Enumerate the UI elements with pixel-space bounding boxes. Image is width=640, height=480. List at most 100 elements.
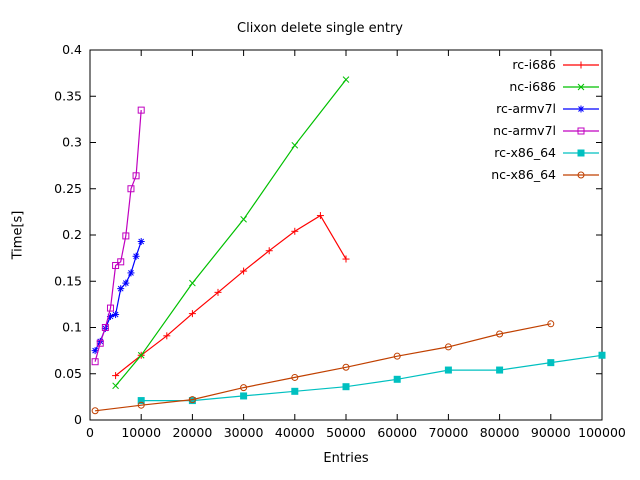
square-filled-marker [137,397,145,405]
cross-marker [291,141,299,149]
asterisk-marker [122,279,130,287]
legend-item: nc-x86_64 [491,167,599,182]
asterisk-marker [91,347,99,355]
y-tick-label: 0.35 [54,88,82,103]
y-tick-label: 0.4 [62,42,82,57]
square-filled-marker [240,392,248,400]
axis-ticks [89,49,603,421]
legend-label: rc-i686 [512,57,556,72]
series-line [141,354,603,402]
square-filled-marker [342,383,350,391]
circle-open-marker [291,373,299,381]
cross-marker [240,215,247,223]
square-filled-marker [577,149,585,157]
x-tick-label: 0 [86,425,94,440]
series-nc-armv7l [91,106,145,366]
x-tick-label: 30000 [224,425,264,440]
circle-open-marker [547,320,555,328]
square-filled-marker [598,351,606,359]
legend-item: rc-i686 [512,57,599,72]
square-open-marker [106,304,114,312]
asterisk-marker [132,252,140,260]
x-tick-label: 20000 [173,425,213,440]
plus-marker [342,255,350,263]
y-tick-label: 0.3 [62,135,82,150]
legend-label: nc-armv7l [493,123,556,138]
x-tick-label: 100000 [578,425,626,440]
square-open-marker [112,262,120,270]
plus-marker [316,212,324,220]
series-rc-i686 [112,212,350,380]
asterisk-marker [577,105,585,113]
y-tick-label: 0.1 [62,320,82,335]
circle-open-marker [240,384,248,392]
cross-marker [189,279,196,287]
legend-label: rc-x86_64 [494,145,556,160]
square-open-marker [101,324,109,331]
series-line [115,214,347,377]
legend-label: nc-x86_64 [491,167,556,182]
asterisk-marker [137,237,145,245]
x-tick-label: 40000 [275,425,315,440]
square-open-marker [91,358,99,366]
circle-open-marker [577,171,585,179]
chart-title: Clixon delete single entry [237,21,403,36]
legend: rc-i686 nc-i686 rc-armv7l nc-armv7l rc-x86_6… [491,57,599,182]
y-axis-label: Time[s] [10,210,26,260]
series-nc-x86_64 [91,320,555,415]
series-line [95,323,551,412]
circle-open-marker [188,396,196,404]
circle-open-marker [393,352,401,360]
square-filled-marker [496,366,504,374]
x-tick-label: 50000 [326,425,366,440]
x-tick-label: 70000 [429,425,469,440]
y-tick-label: 0 [74,412,82,427]
series-nc-i686 [112,76,350,390]
y-tick-label: 0.2 [62,227,82,242]
legend-label: nc-i686 [509,79,556,94]
x-tick-label: 90000 [531,425,571,440]
x-tick-label: 80000 [480,425,520,440]
cross-marker [137,351,145,359]
square-filled-marker [547,359,555,367]
legend-label: rc-armv7l [496,101,556,116]
y-tick-label: 0.25 [54,181,82,196]
x-tick-label: 10000 [121,425,161,440]
square-open-marker [117,258,125,266]
legend-item: nc-armv7l [493,123,599,138]
y-tick-label: 0.05 [54,366,82,381]
circle-open-marker [496,330,504,338]
plus-marker [240,267,248,275]
x-tick-label: 60000 [377,425,417,440]
plus-marker [291,227,299,235]
square-filled-marker [291,387,299,395]
plus-marker [112,372,120,380]
asterisk-marker [117,285,125,293]
cross-marker [112,382,119,390]
square-open-marker [137,106,145,114]
square-open-marker [122,232,130,240]
circle-open-marker [444,343,452,351]
plus-marker [214,288,222,296]
series-line [94,110,142,362]
tick-labels: 0 10000 20000 30000 40000 50000 60000 70000 8000… [54,42,626,440]
plus-marker [188,310,196,318]
square-open-marker [96,339,104,347]
square-filled-marker [393,375,401,383]
circle-open-marker [342,363,350,371]
series-line [115,79,347,387]
legend-item: rc-x86_64 [494,145,599,160]
square-open-marker [127,185,135,193]
series-rc-armv7l [91,237,145,355]
y-tick-label: 0.15 [54,273,82,288]
legend-item: rc-armv7l [496,101,599,116]
asterisk-marker [127,269,135,277]
cross-marker [342,76,350,83]
legend-item: nc-i686 [509,79,599,94]
plus-marker [163,332,171,340]
asterisk-marker [112,311,120,319]
square-open-marker [577,127,585,135]
plus-marker [265,247,273,255]
